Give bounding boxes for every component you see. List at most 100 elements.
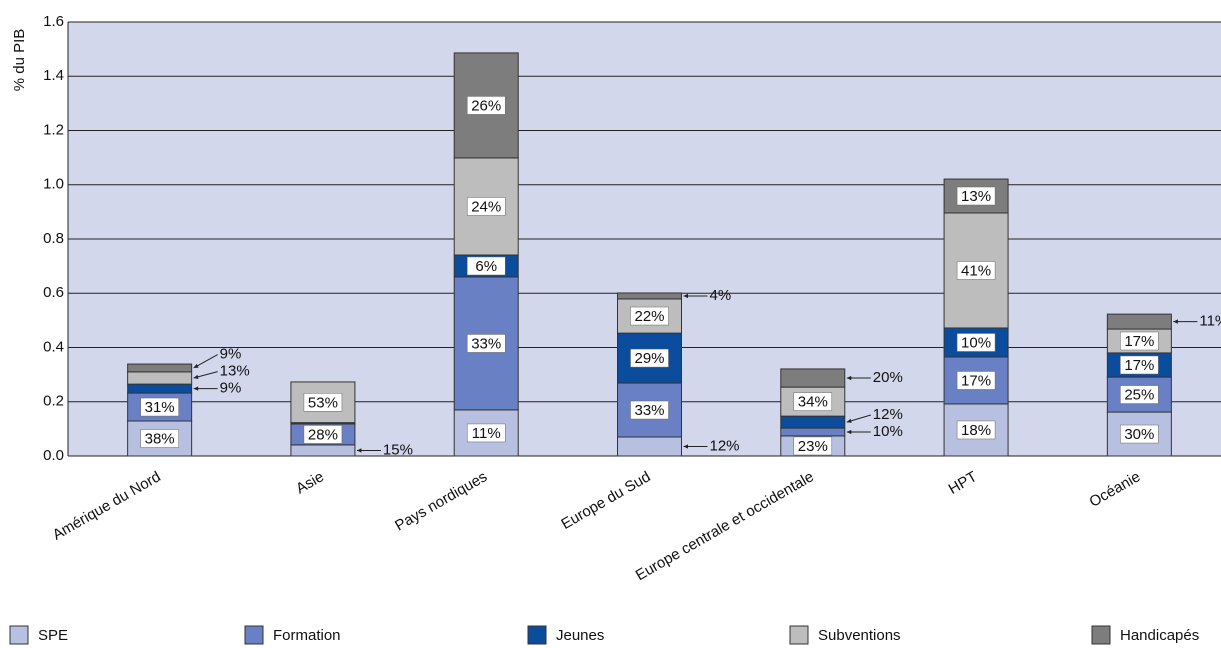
y-tick-label: 1.6 [43,13,64,30]
bar-segment [617,292,682,300]
x-tick-label: Océanie [1086,468,1143,511]
arrow-head [193,363,199,368]
bar-segment [943,212,1009,329]
legend-swatch [244,625,264,645]
legend-label: SPE [38,627,68,644]
label-box [956,420,996,440]
label-box [1120,385,1159,404]
x-tick-label: HPT [946,468,980,498]
y-tick-label: 0.2 [43,393,64,410]
segment-label: 13% [220,363,250,380]
y-tick-label: 0.0 [43,447,64,464]
legend-label: Handicapés [1120,627,1199,644]
x-tick-label: Europe centrale et occidentale [633,468,817,584]
segment-label: 24% [471,198,501,215]
segment-label: 17% [1124,357,1154,374]
segment-label: 41% [961,262,991,279]
y-tick-label: 1.0 [43,176,64,193]
segment-label: 17% [961,372,991,389]
label-box [466,96,506,115]
arrow-head [1173,319,1178,324]
label-box [956,261,996,280]
y-tick-label: 0.6 [43,284,64,301]
y-axis-label: % du PIB [11,29,28,92]
label-box [630,348,669,368]
segment-label: 33% [634,402,664,419]
segment-label: 26% [471,97,501,114]
legend-swatch [9,625,29,645]
y-tick-label: 1.4 [43,67,64,84]
x-tick-label: Pays nordiques [392,468,490,534]
legend-swatch [1091,625,1111,645]
label-box [793,436,833,456]
label-box [466,334,506,353]
arrow-head [846,375,852,381]
label-box [1120,424,1159,444]
label-box [630,400,669,420]
bar-segment [290,444,356,457]
segment-label: 15% [383,441,413,458]
label-box [956,371,996,390]
segment-label: 10% [961,334,991,351]
legend-swatch [789,625,809,645]
x-tick-label: Asie [293,468,327,497]
segment-label: 25% [1124,387,1154,404]
bar-segment [127,371,193,385]
bar-segment [127,363,193,373]
segment-label: 11% [1199,313,1221,330]
bar-segment [780,427,846,437]
label-box [466,423,506,443]
segment-label: 22% [634,308,664,325]
segment-label: 11% [472,425,501,442]
arrow-head [193,386,199,391]
segment-label: 23% [798,438,828,455]
bar-segment [1106,313,1172,330]
label-box [140,397,179,417]
label-box [303,425,343,444]
y-tick-label: 1.2 [43,121,64,138]
legend-label: Jeunes [556,627,604,644]
label-arrow [193,354,218,369]
segment-label: 34% [798,394,828,411]
legend-swatch [527,625,547,645]
label-box [1120,355,1159,375]
segment-label: 33% [471,335,501,352]
segment-label: 17% [1124,333,1154,350]
label-box [956,186,996,206]
legend-label: Subventions [818,627,901,644]
bar-segment [780,415,846,429]
label-box [956,333,996,352]
segment-label: 9% [220,380,242,397]
segment-label: 20% [873,369,903,386]
segment-label: 18% [961,422,991,439]
arrow-head [683,444,689,449]
x-tick-label: Europe du Sud [558,468,653,533]
bar-segment [780,368,846,388]
label-box [793,392,833,411]
segment-label: 30% [1124,426,1154,443]
segment-label: 38% [145,430,175,447]
arrow-head [356,448,362,453]
segment-label: 13% [961,188,991,205]
legend-label: Formation [273,627,341,644]
segment-label: 9% [220,346,242,363]
arrow-head [683,293,689,299]
segment-label: 53% [308,394,338,411]
label-box [1120,331,1159,351]
segment-label: 29% [634,350,664,367]
bar-segment [127,383,193,394]
label-box [140,429,179,448]
segment-label: 12% [710,437,740,454]
label-box [303,393,343,412]
arrow-head [846,418,852,423]
label-box [466,197,506,216]
segment-label: 4% [710,287,732,304]
segment-label: 28% [308,426,338,443]
arrow-head [193,374,199,379]
label-box [630,306,669,326]
x-tick-label: Amérique du Nord [50,468,164,544]
segment-label: 31% [145,399,175,416]
arrow-head [846,429,852,435]
segment-label: 12% [873,406,903,423]
